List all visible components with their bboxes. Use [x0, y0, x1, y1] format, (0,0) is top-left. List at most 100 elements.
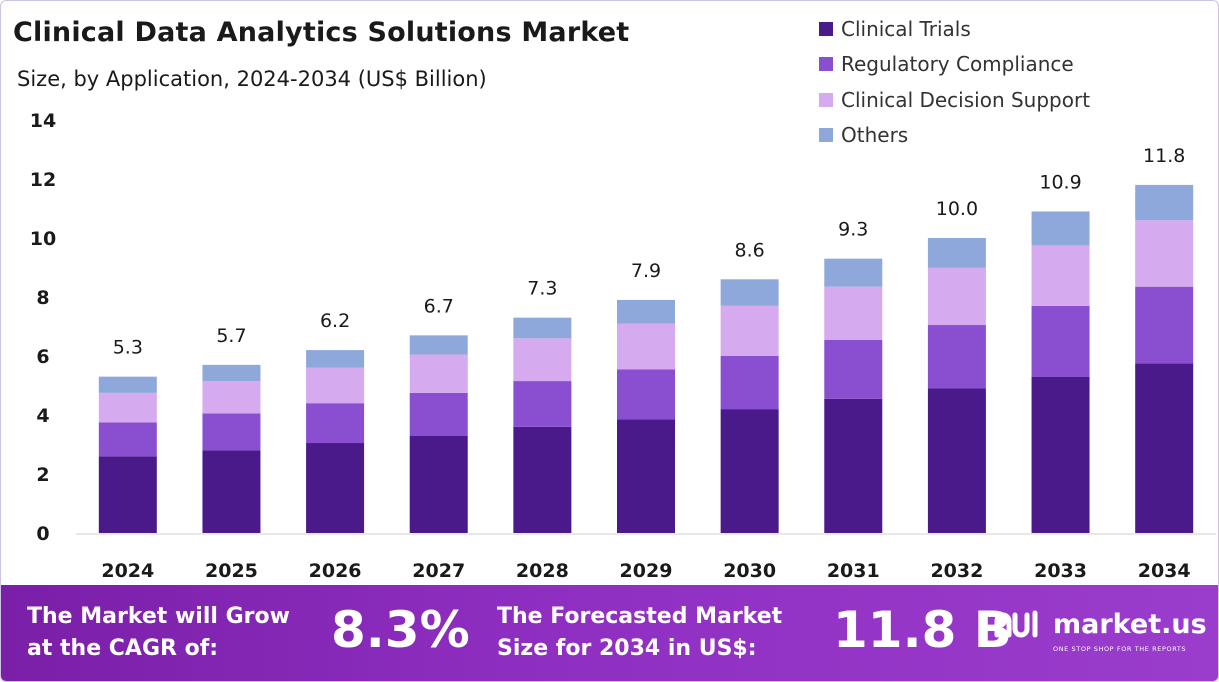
legend-item-others: Others [819, 118, 1090, 154]
legend-item-regulatory-compliance: Regulatory Compliance [819, 47, 1090, 83]
x-tick-label: 2031 [827, 560, 880, 582]
bar-total-label: 7.9 [631, 260, 661, 282]
y-tick-label: 14 [30, 110, 56, 132]
y-tick-label: 4 [36, 405, 49, 427]
y-tick-label: 10 [30, 228, 56, 250]
x-tick-label: 2025 [205, 560, 258, 582]
cagr-label: The Market will Grow at the CAGR of: [27, 604, 290, 661]
legend-item-clinical-trials: Clinical Trials [819, 11, 1090, 47]
bar-segment-clinical-decision-support [98, 392, 157, 423]
bar-total-label: 10.9 [1039, 171, 1081, 193]
bar-segment-others [98, 376, 157, 393]
bar-segment-regulatory-compliance [1031, 305, 1090, 377]
y-tick-label: 12 [30, 169, 56, 191]
brand-logo: market.us ONE STOP SHOP FOR THE REPORTS [993, 605, 1207, 653]
forecast-label: The Forecasted Market Size for 2034 in U… [497, 604, 783, 661]
bar-segment-clinical-trials [1031, 376, 1090, 533]
legend-swatch [819, 128, 833, 143]
bar-segment-others [513, 317, 572, 339]
x-tick-label: 2026 [309, 560, 362, 582]
bar-segment-clinical-trials [720, 409, 779, 533]
bar-segment-others [720, 279, 779, 306]
forecast-value: 11.8 B [833, 601, 1012, 659]
bar-segment-clinical-decision-support [1031, 245, 1090, 306]
bar-segment-clinical-trials [98, 456, 157, 533]
bar-segment-clinical-trials [617, 419, 675, 533]
x-tick-label: 2024 [101, 560, 154, 582]
bar-segment-clinical-decision-support [409, 354, 468, 393]
x-tick-label: 2030 [723, 560, 776, 582]
bar-segment-others [617, 299, 675, 324]
brand-name: market.us [1053, 609, 1207, 640]
bar-segment-clinical-trials [1135, 363, 1194, 533]
bar-segment-others [1135, 184, 1194, 221]
bar-segment-clinical-trials [927, 388, 986, 533]
x-tick-label: 2028 [516, 560, 569, 582]
chart-subtitle: Size, by Application, 2024-2034 (US$ Bil… [17, 67, 487, 91]
legend-label: Regulatory Compliance [841, 52, 1074, 77]
bar-segment-others [202, 364, 261, 382]
bar-segment-clinical-decision-support [202, 381, 261, 414]
x-tick-label: 2027 [412, 560, 465, 582]
bar-total-label: 5.7 [216, 325, 246, 347]
bar-segment-clinical-trials [306, 443, 365, 533]
x-tick-label: 2033 [1034, 560, 1087, 582]
y-tick-label: 6 [36, 346, 49, 368]
bar-segment-regulatory-compliance [1135, 286, 1194, 364]
bar-segment-regulatory-compliance [927, 325, 986, 389]
bar-segment-clinical-trials [202, 450, 261, 533]
bar-segment-clinical-decision-support [513, 338, 572, 382]
bar-total-label: 7.3 [527, 278, 557, 300]
y-tick-label: 2 [36, 464, 49, 486]
bar-segment-clinical-decision-support [306, 367, 365, 404]
bar-segment-regulatory-compliance [409, 392, 468, 436]
bar-segment-clinical-decision-support [617, 323, 675, 370]
bar-segment-regulatory-compliance [513, 381, 572, 427]
bar-total-label: 8.6 [735, 239, 765, 261]
bar-segment-regulatory-compliance [720, 356, 779, 410]
bar-total-label: 9.3 [838, 219, 868, 241]
legend-label: Clinical Decision Support [841, 87, 1091, 112]
x-tick-label: 2029 [620, 560, 673, 582]
bar-segment-regulatory-compliance [202, 413, 261, 451]
bar-total-label: 6.7 [424, 295, 454, 317]
bar-segment-regulatory-compliance [98, 422, 157, 457]
x-tick-label: 2032 [930, 560, 983, 582]
bar-total-label: 10.0 [936, 198, 978, 220]
summary-banner: The Market will Grow at the CAGR of: 8.3… [1, 585, 1218, 681]
bar-segment-regulatory-compliance [306, 403, 365, 444]
y-tick-label: 0 [36, 523, 49, 545]
legend-swatch [819, 21, 833, 36]
bar-segment-others [1031, 211, 1090, 246]
bar-segment-clinical-decision-support [1135, 220, 1194, 287]
legend-swatch [819, 57, 833, 72]
bar-total-label: 11.8 [1143, 145, 1185, 167]
legend-label: Others [841, 123, 909, 148]
bar-segment-clinical-decision-support [720, 305, 779, 356]
cagr-value: 8.3% [331, 601, 470, 659]
bar-segment-clinical-trials [409, 435, 468, 533]
bar-segment-regulatory-compliance [824, 339, 883, 399]
bar-segment-others [927, 238, 986, 268]
legend: Clinical Trials Regulatory Compliance Cl… [819, 11, 1090, 153]
bar-segment-regulatory-compliance [617, 369, 675, 420]
bar-segment-others [409, 335, 468, 355]
bar-segment-others [824, 258, 883, 287]
bar-segment-clinical-trials [513, 426, 572, 533]
bar-segment-others [306, 350, 365, 368]
x-tick-label: 2034 [1138, 560, 1191, 582]
bar-segment-clinical-decision-support [927, 267, 986, 326]
legend-label: Clinical Trials [841, 16, 971, 41]
legend-item-clinical-decision-support: Clinical Decision Support [819, 82, 1090, 118]
legend-swatch [819, 92, 833, 107]
bar-total-label: 6.2 [320, 310, 350, 332]
market-us-logo-icon [994, 610, 1038, 638]
stacked-bar-chart: 0 2 4 6 8 10 12 14 5.3 2024 5.7 2025 6.2 2026 6.7 2027 7… [30, 110, 1216, 582]
chart-title: Clinical Data Analytics Solutions Market [13, 17, 630, 48]
y-tick-label: 8 [36, 287, 49, 309]
bar-total-label: 5.3 [113, 337, 143, 359]
brand-tagline: ONE STOP SHOP FOR THE REPORTS [1053, 645, 1187, 653]
bar-segment-clinical-trials [824, 398, 883, 533]
bar-segment-clinical-decision-support [824, 286, 883, 340]
